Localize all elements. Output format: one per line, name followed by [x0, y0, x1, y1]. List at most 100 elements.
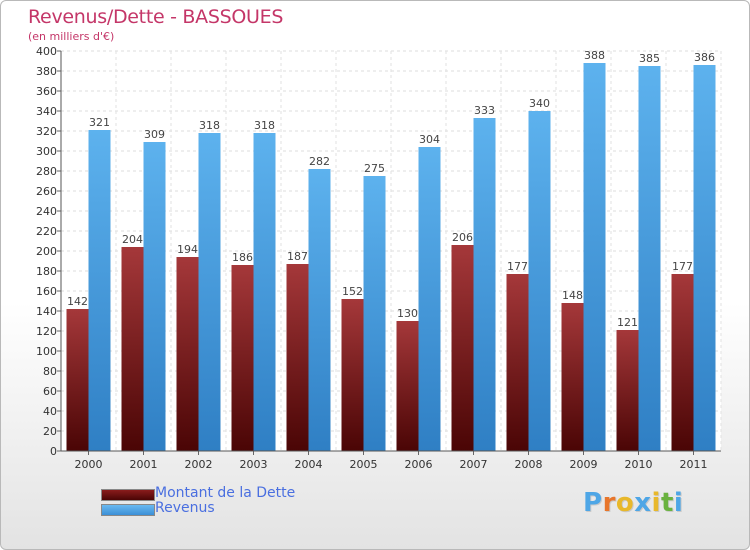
data-label-debt-2006: 130	[397, 307, 418, 320]
brand-letter: t	[660, 488, 674, 518]
grid-lines	[60, 50, 722, 452]
y-tick-label: 40	[43, 405, 57, 418]
data-label-debt-2007: 206	[452, 231, 473, 244]
bar-debt-2000	[66, 309, 89, 451]
y-tick-label: 260	[36, 185, 57, 198]
legend-label-revenue: Revenus	[155, 500, 215, 516]
x-tick-label: 2005	[350, 458, 378, 471]
bar-debt-2002	[176, 257, 199, 451]
data-label-debt-2003: 186	[232, 251, 253, 264]
y-tick-label: 340	[36, 105, 57, 118]
data-label-revenue-2004: 282	[309, 155, 330, 168]
bar-revenue-2001	[143, 142, 166, 451]
bar-revenue-2010	[638, 66, 661, 451]
x-tick-label: 2004	[295, 458, 323, 471]
y-tick-label: 220	[36, 225, 57, 238]
data-label-revenue-2010: 385	[639, 52, 660, 65]
x-tick-label: 2000	[75, 458, 103, 471]
y-tick-label: 120	[36, 325, 57, 338]
bar-revenue-2011	[693, 65, 716, 451]
bars	[66, 63, 716, 451]
bar-debt-2009	[561, 303, 584, 451]
legend-item-debt: Montant de la Dette	[101, 485, 361, 501]
y-tick-label: 180	[36, 265, 57, 278]
data-label-revenue-2006: 304	[419, 133, 440, 146]
bar-revenue-2009	[583, 63, 606, 451]
data-label-revenue-2007: 333	[474, 104, 495, 117]
x-tick-label: 2011	[680, 458, 708, 471]
y-tick-label: 160	[36, 285, 57, 298]
bar-revenue-2005	[363, 176, 386, 451]
y-tick-label: 60	[43, 385, 57, 398]
data-label-revenue-2005: 275	[364, 162, 385, 175]
y-tick-label: 100	[36, 345, 57, 358]
brand-letter: x	[634, 488, 652, 518]
axes: 0 20 40 60 80 100 120 140 160 180 200 220 240 260 280 3…	[36, 45, 721, 471]
data-label-revenue-2008: 340	[529, 97, 550, 110]
data-label-debt-2011: 177	[672, 260, 693, 273]
data-label-debt-2000: 142	[67, 295, 88, 308]
data-label-debt-2002: 194	[177, 243, 198, 256]
brand-letter: o	[615, 488, 635, 518]
bar-revenue-2004	[308, 169, 331, 451]
bar-debt-2001	[121, 247, 144, 451]
chart-subtitle: (en milliers d'€)	[28, 30, 115, 43]
bar-revenue-2006	[418, 147, 441, 451]
bar-debt-2010	[616, 330, 639, 451]
data-label-revenue-2003: 318	[254, 119, 275, 132]
data-labels: 142 321 204 309 194 318 186 318 187 282 152 275 130 3…	[67, 49, 715, 329]
bar-debt-2003	[231, 265, 254, 451]
data-label-debt-2009: 148	[562, 289, 583, 302]
data-label-debt-2001: 204	[122, 233, 143, 246]
legend-item-revenue: Revenus	[101, 500, 361, 516]
brand-letter: i	[651, 488, 661, 518]
bar-debt-2005	[341, 299, 364, 451]
legend-label-debt: Montant de la Dette	[155, 485, 296, 501]
data-label-debt-2010: 121	[617, 316, 638, 329]
bar-debt-2008	[506, 274, 529, 451]
data-label-debt-2004: 187	[287, 250, 308, 263]
y-tick-label: 20	[43, 425, 57, 438]
x-tick-label: 2010	[625, 458, 653, 471]
chart-title: Revenus/Dette - BASSOUES	[28, 6, 284, 28]
x-tick-label: 2002	[185, 458, 213, 471]
data-label-revenue-2009: 388	[584, 49, 605, 62]
x-tick-label: 2009	[570, 458, 598, 471]
x-tick-label: 2006	[405, 458, 433, 471]
y-tick-label: 320	[36, 125, 57, 138]
x-tick-label: 2008	[515, 458, 543, 471]
bar-debt-2006	[396, 321, 419, 451]
bar-debt-2007	[451, 245, 474, 451]
y-tick-label: 280	[36, 165, 57, 178]
y-tick-label: 140	[36, 305, 57, 318]
x-tick-label: 2001	[130, 458, 158, 471]
y-tick-label: 360	[36, 85, 57, 98]
brand-letter: r	[602, 488, 616, 518]
data-label-revenue-2000: 321	[89, 116, 110, 129]
y-tick-label: 400	[36, 45, 57, 58]
y-tick-label: 380	[36, 65, 57, 78]
y-tick-label: 240	[36, 205, 57, 218]
data-label-revenue-2011: 386	[694, 51, 715, 64]
y-tick-label: 300	[36, 145, 57, 158]
bar-debt-2004	[286, 264, 309, 451]
data-label-revenue-2002: 318	[199, 119, 220, 132]
brand-letter: i	[673, 488, 684, 518]
bar-revenue-2003	[253, 133, 276, 451]
x-tick-label: 2007	[460, 458, 488, 471]
bar-revenue-2008	[528, 111, 551, 451]
legend-swatch-revenue	[101, 504, 155, 516]
bar-revenue-2000	[88, 130, 111, 451]
bar-revenue-2002	[198, 133, 221, 451]
brand-logo: Proxiti	[583, 488, 683, 518]
bar-chart: 142 321 204 309 194 318 186 318 187 282 152 275 130 3…	[36, 45, 722, 471]
bar-revenue-2007	[473, 118, 496, 451]
data-label-debt-2005: 152	[342, 285, 363, 298]
y-tick-label: 200	[36, 245, 57, 258]
data-label-revenue-2001: 309	[144, 128, 165, 141]
y-tick-label: 0	[50, 445, 57, 458]
x-tick-label: 2003	[240, 458, 268, 471]
y-tick-label: 80	[43, 365, 57, 378]
bar-debt-2011	[671, 274, 694, 451]
